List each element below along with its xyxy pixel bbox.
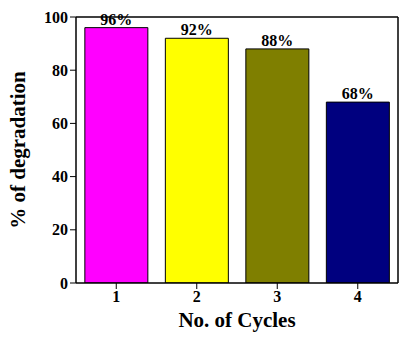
svg-text:100: 100 — [44, 9, 68, 26]
svg-text:88%: 88% — [261, 32, 293, 49]
svg-text:80: 80 — [52, 62, 68, 79]
svg-text:40: 40 — [52, 168, 68, 185]
svg-text:92%: 92% — [181, 21, 213, 38]
svg-text:No. of Cycles: No. of Cycles — [178, 308, 295, 332]
svg-text:96%: 96% — [100, 11, 132, 28]
svg-text:% of degradation: % of degradation — [8, 71, 30, 229]
svg-text:60: 60 — [52, 115, 68, 132]
svg-text:2: 2 — [193, 288, 201, 305]
svg-text:4: 4 — [354, 288, 362, 305]
svg-text:3: 3 — [273, 288, 281, 305]
svg-text:68%: 68% — [342, 85, 374, 102]
svg-text:0: 0 — [60, 275, 68, 292]
svg-text:1: 1 — [112, 288, 120, 305]
svg-text:20: 20 — [52, 221, 68, 238]
